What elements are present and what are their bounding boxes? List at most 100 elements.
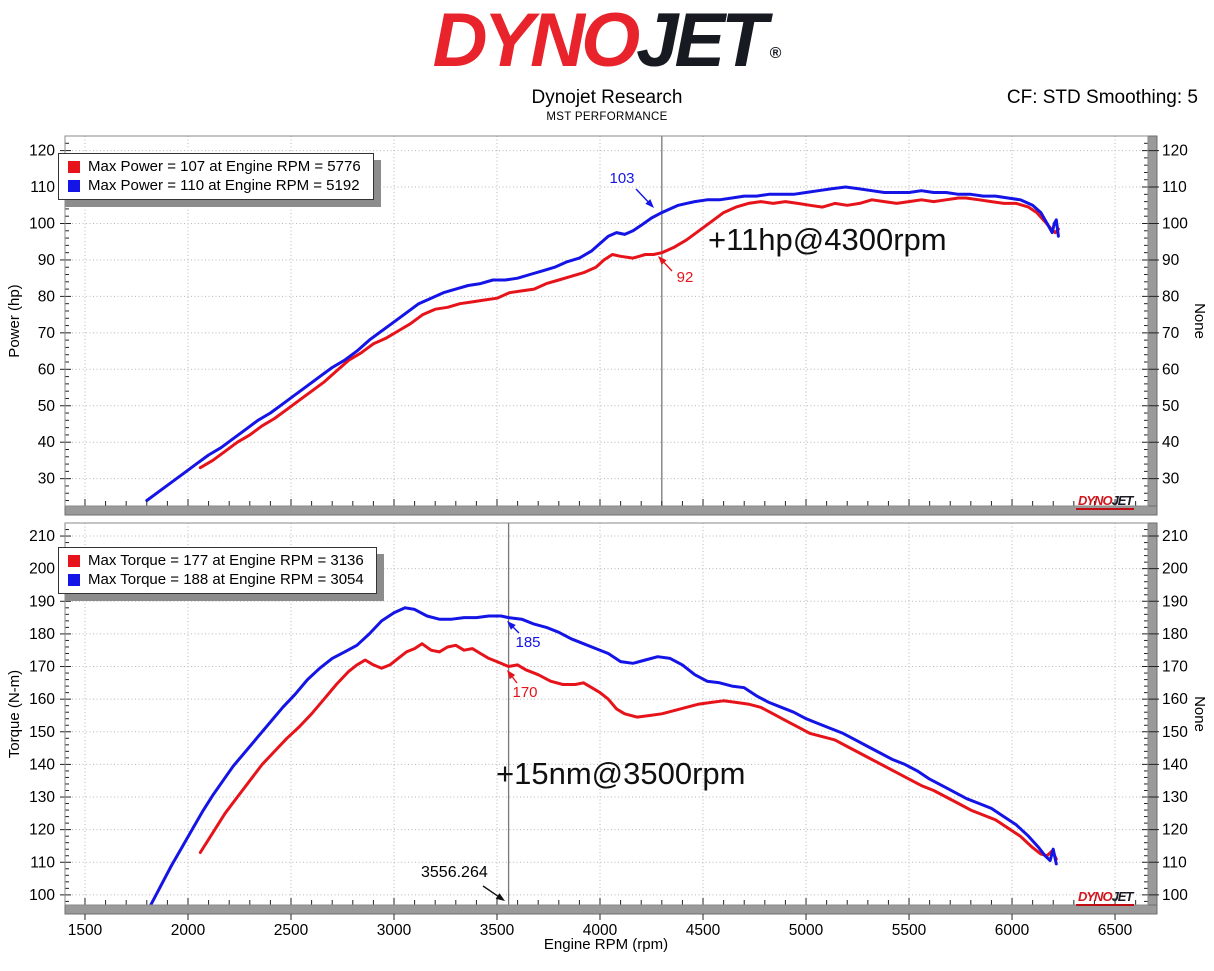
y-tick-label: 40 [1162,434,1180,451]
y-tick-label: 60 [1162,361,1180,378]
y-tick-label: 30 [38,471,56,488]
x-tick-label: 2500 [274,922,309,939]
y-tick-label: 110 [1162,854,1187,871]
power-chart: 30 30 40 40 50 50 60 60 70 70 80 80 90 90 100 100 110 110… [29,135,1188,516]
x-tick-label: 1500 [68,922,103,939]
torque-curve-tuned-blue [149,606,1058,907]
y-tick-label: 200 [1162,561,1188,578]
legend-row: Max Torque = 177 at Engine RPM = 3136 [68,551,364,570]
y-tick-label: 50 [38,398,56,415]
x-tick-label: 4000 [583,922,618,939]
x-tick-label: 3500 [480,922,515,939]
torque-y-axis-title: Torque (N-m) [6,669,23,759]
legend-row: Max Power = 110 at Engine RPM = 5192 [68,176,361,195]
legend-row: Max Power = 107 at Engine RPM = 5776 [68,157,361,176]
y-tick-label: 170 [29,659,55,676]
power-curve-tuned-blue [145,185,1060,502]
y-tick-label: 70 [38,325,56,342]
registered-mark-icon: ® [769,45,782,62]
y-tick-label: 210 [29,528,55,545]
y-tick-label: 190 [29,593,55,610]
power-y-axis-title: Power (hp) [6,284,23,358]
y-tick-label: 40 [38,434,56,451]
y-tick-label: 30 [1162,471,1180,488]
watermark-jet: JET [1111,493,1134,508]
annotation-arrows [635,188,673,272]
legend-label: Max Power = 107 at Engine RPM = 5776 [88,158,361,175]
y-tick-label: 70 [1162,325,1180,342]
y-tick-label: 90 [1162,252,1180,269]
y-tick-label: 190 [1162,593,1188,610]
power-blue-value-annotation: 103 [609,170,635,187]
correction-smoothing-label: CF: STD Smoothing: 5 [1006,87,1198,108]
y-tick-label: 100 [1162,215,1188,232]
cursor-rpm-readout: 3556.264 [421,864,488,881]
torque-gain-annotation: +15nm@3500rpm [496,756,746,791]
logo-dyno-text: DYNO [432,0,641,83]
x-tick-label: 5500 [892,922,927,939]
y-tick-label: 120 [1162,143,1188,160]
y-tick-label: 100 [29,215,55,232]
y-tick-label: 80 [38,288,56,305]
y-tick-label: 110 [30,854,55,871]
y-tick-label: 120 [1162,822,1188,839]
logo-jet-text: JET [636,0,767,83]
legend-label: Max Torque = 177 at Engine RPM = 3136 [88,552,364,569]
power-right-axis-title: None [1191,303,1208,339]
y-tick-labels: 100 100 110 110 120 120 130 130 140 140 150 150 160 1… [29,528,1188,904]
watermark-jet: JET [1111,889,1134,904]
y-tick-label: 170 [1162,659,1188,676]
y-tick-label: 60 [38,361,56,378]
torque-curve-baseline-red [198,642,1058,861]
report-title: Dynojet Research [531,87,683,108]
y-tick-label: 180 [1162,626,1188,643]
y-tick-label: 160 [29,691,55,708]
y-tick-label: 140 [1162,756,1188,773]
y-tick-label: 130 [1162,789,1188,806]
report-subtitle: MST PERFORMANCE [546,111,668,123]
plot-border [64,135,1149,507]
y-tick-label: 120 [29,822,55,839]
torque-blue-value-annotation: 185 [515,634,541,651]
y-tick-label: 150 [29,724,55,741]
y-tick-label: 80 [1162,288,1180,305]
annotation-arrowhead [507,621,516,630]
annotation-arrows [482,621,520,901]
blue-series-swatch-icon [68,179,80,192]
annotation-arrow [512,626,520,634]
y-tick-label: 210 [1162,528,1188,545]
torque-right-axis-title: None [1191,696,1208,732]
dynojet-logo: DYNOJET ® [0,0,1214,95]
blue-series-swatch-icon [68,573,80,586]
y-tick-label: 130 [29,789,55,806]
annotation-arrow [663,262,673,272]
x-tick-label: 4500 [686,922,721,939]
y-tick-label: 160 [1162,691,1188,708]
plot-border [64,522,1149,906]
x-axis-title: Engine RPM (rpm) [543,936,669,953]
torque-red-value-annotation: 170 [512,684,538,701]
dynojet-watermark-icon: DYNOJET [1076,889,1135,906]
power-curve-baseline-red [198,196,1060,470]
x-tick-label: 2000 [171,922,206,939]
x-tick-label: 3000 [377,922,412,939]
power-legend: Max Power = 107 at Engine RPM = 5776 Max… [58,153,374,200]
legend-row: Max Torque = 188 at Engine RPM = 3054 [68,570,364,589]
y-tick-label: 120 [29,143,55,160]
power-red-value-annotation: 92 [676,269,694,286]
y-tick-labels: 30 30 40 40 50 50 60 60 70 70 80 80 90 90 100 100 110 110… [29,143,1188,488]
y-tick-label: 100 [1162,887,1188,904]
torque-legend: Max Torque = 177 at Engine RPM = 3136 Ma… [58,547,377,594]
y-tick-label: 50 [1162,398,1180,415]
x-tick-label: 6500 [1098,922,1133,939]
watermark-dyno: DYNO [1078,493,1113,508]
annotation-arrow [482,885,498,897]
legend-label: Max Torque = 188 at Engine RPM = 3054 [88,571,364,588]
y-tick-label: 140 [29,756,55,773]
annotation-arrowhead [495,893,505,901]
y-tick-label: 150 [1162,724,1188,741]
red-series-swatch-icon [68,554,80,567]
y-tick-label: 90 [38,252,56,269]
power-gain-annotation: +11hp@4300rpm [708,222,947,257]
